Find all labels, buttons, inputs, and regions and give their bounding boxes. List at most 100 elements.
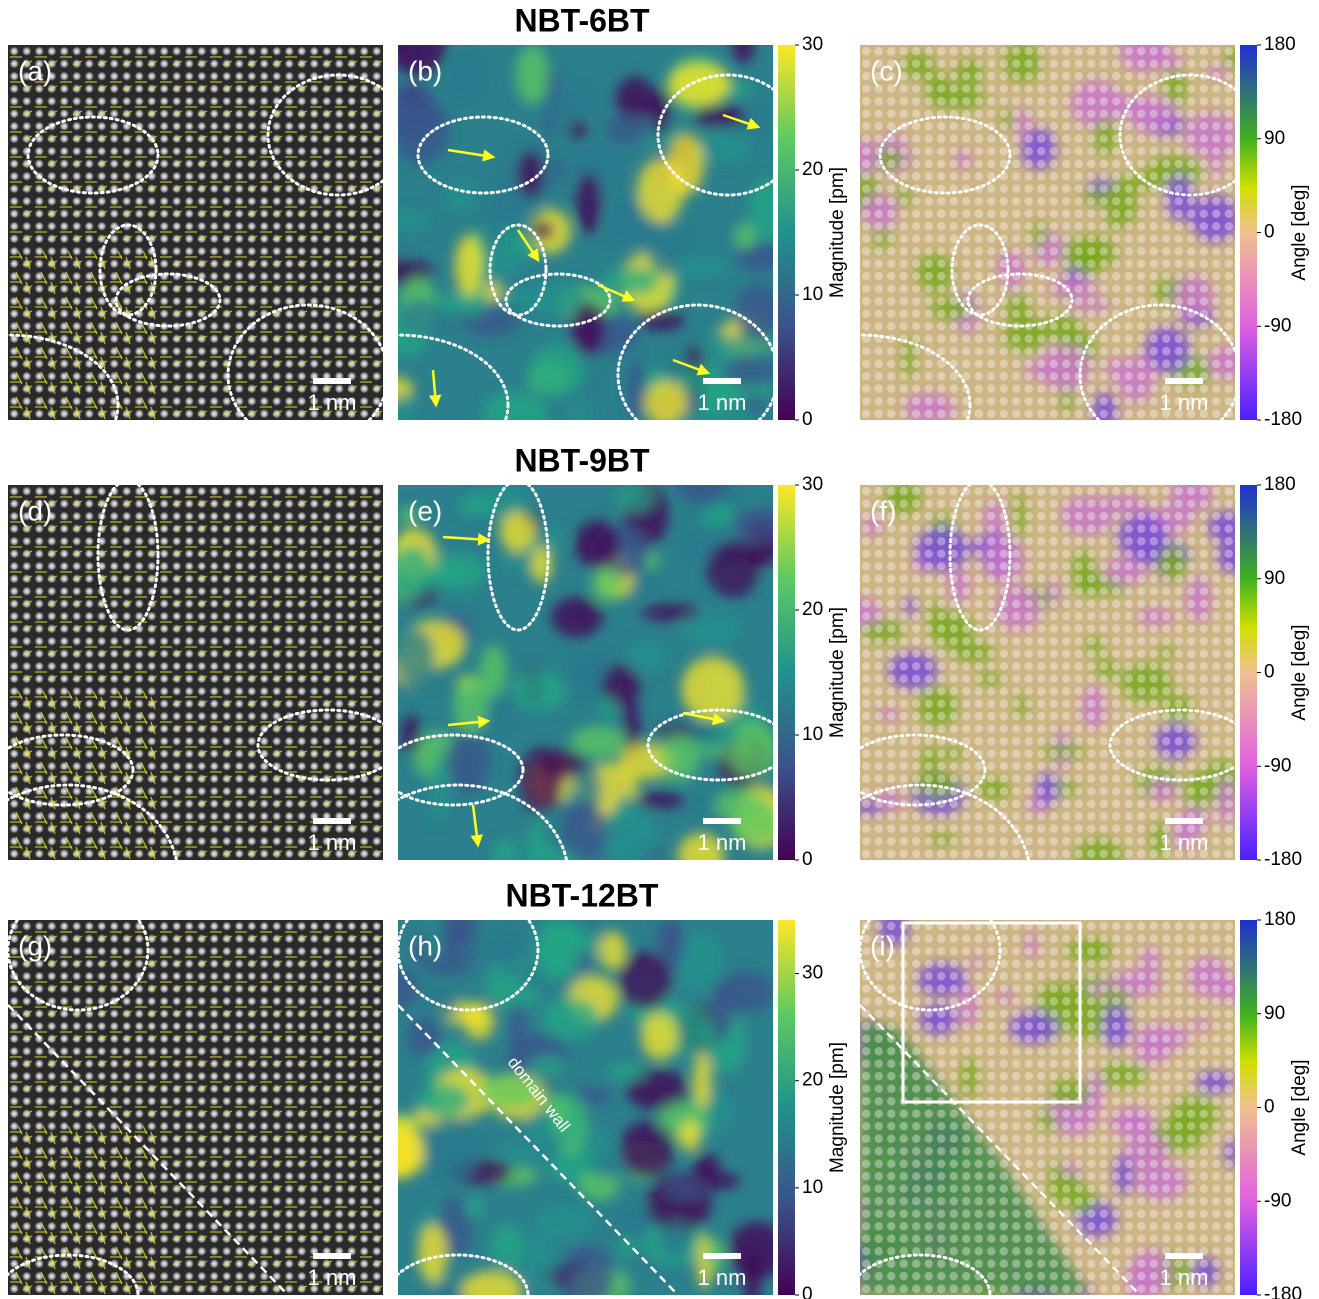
scale-bar [313, 818, 351, 824]
colorbar [778, 920, 795, 1295]
blob [445, 180, 475, 214]
blob [676, 256, 730, 278]
colorbar-tick-label: -180 [1264, 1284, 1302, 1299]
scale-bar [703, 1253, 741, 1259]
colorbar-label: Magnitude [pm] [827, 1042, 848, 1173]
blob [606, 1064, 645, 1080]
blob [424, 991, 458, 1022]
colorbar [1240, 920, 1257, 1295]
blob [638, 310, 684, 331]
colorbar-tick-label: 30 [802, 34, 823, 55]
colorbar-tick-label: 180 [1264, 909, 1296, 930]
blob [707, 540, 761, 597]
colorbar-tick-label: 0 [802, 849, 813, 870]
scale-bar [313, 1253, 351, 1259]
panel-label: (g) [18, 930, 52, 961]
colorbar-label: Angle [deg] [1289, 624, 1310, 720]
panel: (i)1 nm [849, 890, 1246, 1299]
colorbar-tick-label: 0 [802, 1284, 813, 1299]
blob [428, 762, 451, 823]
blob [591, 568, 623, 602]
colorbar-tick-label: 10 [802, 724, 823, 745]
colorbar-tick-label: 180 [1264, 34, 1296, 55]
colorbar-tick-label: 90 [1264, 568, 1285, 589]
panel-label: (a) [18, 55, 52, 86]
colorbar-tick-label: 30 [802, 963, 823, 984]
blob [599, 931, 626, 970]
blob [531, 546, 552, 584]
blob [711, 982, 734, 1041]
blob [510, 671, 566, 712]
blob [570, 726, 627, 758]
scale-bar-label: 1 nm [308, 1265, 357, 1290]
scale-bar-label: 1 nm [698, 390, 747, 415]
blob [600, 805, 658, 865]
scale-bar [1165, 818, 1203, 824]
colorbar [778, 485, 795, 860]
colorbar [1240, 45, 1257, 420]
blob [700, 128, 750, 166]
blob [447, 50, 477, 98]
blob [453, 674, 488, 735]
blob [605, 115, 650, 144]
colorbar-tick-label: -90 [1264, 315, 1291, 336]
blob [694, 104, 746, 128]
blob [380, 1129, 425, 1177]
blob [498, 929, 518, 977]
blob [732, 28, 755, 64]
colorbar-label: Magnitude [pm] [827, 607, 848, 738]
blob [744, 393, 763, 413]
scale-bar-label: 1 nm [1160, 1265, 1209, 1290]
blob [482, 391, 548, 439]
blob [560, 802, 608, 860]
colorbar-tick-label: -90 [1264, 755, 1291, 776]
panel-image [849, 890, 1246, 1299]
blob [641, 1012, 678, 1060]
colorbar-tick-label: 0 [1264, 1097, 1275, 1118]
blob [401, 715, 420, 754]
blob [669, 64, 731, 105]
blob [416, 1083, 471, 1117]
panel-label: (d) [18, 495, 52, 526]
blob [418, 1224, 448, 1284]
blob [568, 399, 588, 436]
blob [525, 1235, 555, 1288]
blob [693, 1153, 720, 1177]
blob [532, 1204, 593, 1240]
row-title: NBT-9BT [514, 442, 650, 478]
vectors [8, 1126, 158, 1295]
row-title: NBT-6BT [514, 2, 650, 38]
panel-image [0, 890, 383, 1299]
blob [423, 1117, 479, 1182]
blob [704, 331, 736, 370]
panel: (d)1 nm [0, 480, 398, 965]
panel-label: (h) [408, 930, 442, 961]
blob [658, 1222, 692, 1256]
scale-bar-label: 1 nm [698, 1265, 747, 1290]
colorbar-tick-label: 10 [802, 284, 823, 305]
blob [635, 792, 684, 809]
blob [650, 87, 672, 134]
blob [551, 597, 603, 637]
blob [668, 923, 685, 956]
colorbar-label: Magnitude [pm] [827, 167, 848, 298]
colorbar-tick-label: -90 [1264, 1190, 1291, 1211]
blob [618, 952, 672, 1009]
colorbar-tick-label: -180 [1264, 409, 1302, 430]
colorbar-tick-label: -180 [1264, 849, 1302, 870]
blob [530, 344, 586, 396]
colorbar-tick-label: 30 [802, 474, 823, 495]
scale-bar-label: 1 nm [308, 390, 357, 415]
blob [532, 221, 554, 240]
colorbar-tick-label: 180 [1264, 474, 1296, 495]
colorbar-tick-label: 20 [802, 1070, 823, 1091]
blob [679, 1120, 701, 1152]
colorbar-label: Angle [deg] [1289, 184, 1310, 280]
blob [516, 45, 549, 105]
panel-image [810, 477, 1250, 965]
colorbar [1240, 485, 1257, 860]
blob [666, 1179, 706, 1198]
colorbar-tick-label: 20 [802, 599, 823, 620]
colorbar-tick-label: 0 [1264, 662, 1275, 683]
blob [571, 302, 605, 356]
